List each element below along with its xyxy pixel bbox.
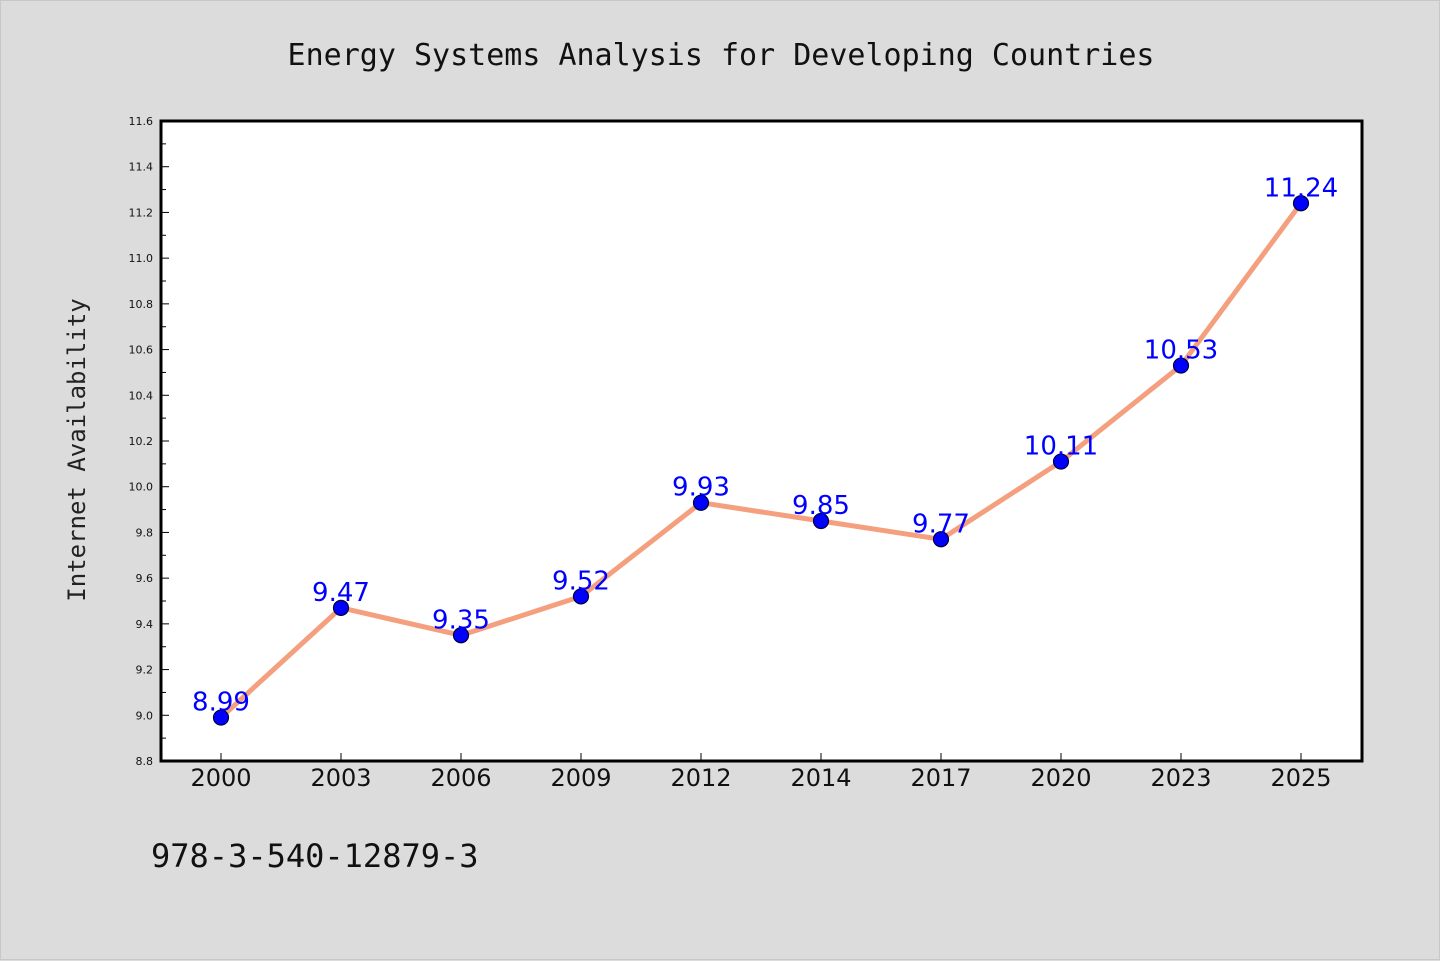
y-tick-label: 10.0 <box>129 481 154 494</box>
data-point <box>1292 195 1310 212</box>
y-tick-label: 9.8 <box>136 526 154 539</box>
data-point <box>452 627 470 644</box>
series-line <box>218 200 1304 721</box>
y-tick-label: 11.0 <box>129 252 154 265</box>
data-point <box>932 531 950 548</box>
y-tick-label: 8.8 <box>136 755 154 768</box>
data-labels: 8.99 9.47 9.35 9.52 9.93 9.85 9.77 10.11 10.53 11… <box>192 173 1338 717</box>
data-label: 10.53 <box>1144 336 1218 366</box>
x-tick-label: 2014 <box>790 764 851 792</box>
y-tick-label: 10.2 <box>129 435 154 448</box>
y-axis-label: Internet Availability <box>63 298 91 601</box>
x-tick-label: 2012 <box>670 764 731 792</box>
data-label: 9.47 <box>312 578 370 608</box>
y-tick-label: 10.6 <box>129 344 154 357</box>
y-tick-label: 10.4 <box>129 389 154 402</box>
series-layer <box>212 195 1310 726</box>
data-point <box>812 512 830 530</box>
y-axis: 8.8 9.0 9.2 9.4 9.6 9.8 10.0 10.2 10.4 10.6 10.8 11… <box>129 115 169 768</box>
data-point <box>212 709 230 726</box>
chart-annotation: 978-3-540-12879-3 <box>151 837 479 875</box>
x-tick-label: 2020 <box>1030 764 1091 792</box>
y-tick-label: 10.8 <box>129 298 154 311</box>
data-label: 9.52 <box>552 566 610 596</box>
x-tick-label: 2003 <box>310 764 371 792</box>
data-label: 9.93 <box>672 473 730 503</box>
x-tick-label: 2023 <box>1150 764 1211 792</box>
data-label: 9.77 <box>912 509 970 539</box>
x-tick-label: 2017 <box>910 764 971 792</box>
data-point <box>1052 453 1070 470</box>
chart-title: Energy Systems Analysis for Developing C… <box>288 38 1155 73</box>
y-tick-label: 11.2 <box>129 206 154 219</box>
data-label: 9.85 <box>792 491 850 521</box>
y-tick-label: 9.0 <box>136 709 154 722</box>
x-tick-label: 2000 <box>190 764 251 792</box>
data-label: 10.11 <box>1024 432 1098 462</box>
data-point <box>692 494 710 511</box>
x-axis: 2000 2003 2006 2009 2012 2014 2017 2020 2023 2025 <box>190 753 1332 792</box>
y-tick-label: 11.6 <box>129 115 154 128</box>
y-tick-label: 11.4 <box>129 161 154 174</box>
data-label: 9.35 <box>432 605 490 635</box>
data-point <box>572 588 590 605</box>
data-point <box>332 599 350 616</box>
plot-area <box>159 119 1364 763</box>
y-tick-label: 9.4 <box>136 618 154 631</box>
data-label: 8.99 <box>192 688 250 718</box>
data-point <box>1172 357 1190 374</box>
y-tick-label: 9.2 <box>136 664 154 677</box>
x-tick-label: 2006 <box>430 764 491 792</box>
y-tick-label: 9.6 <box>136 572 154 585</box>
data-label: 11.24 <box>1264 173 1338 203</box>
x-tick-label: 2009 <box>550 764 611 792</box>
x-tick-label: 2025 <box>1270 764 1331 792</box>
